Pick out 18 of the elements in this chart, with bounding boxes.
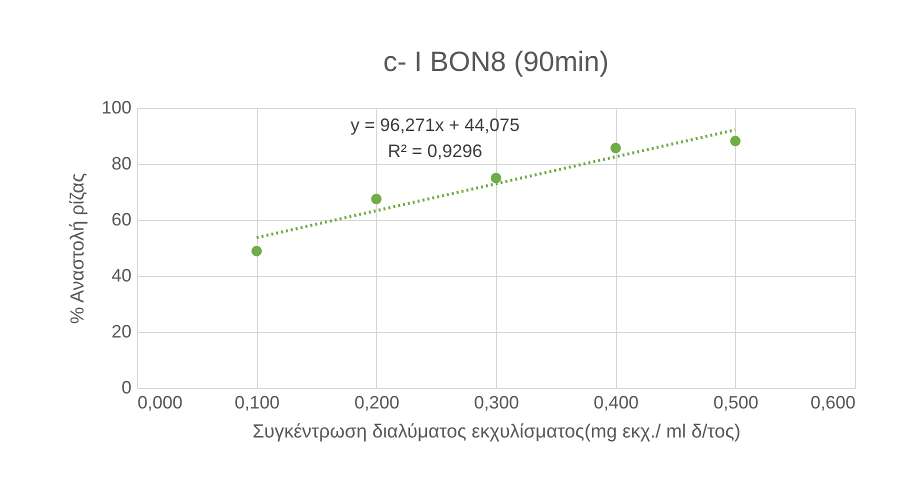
x-tick-label: 0,000 <box>138 392 183 412</box>
y-tick-label: 0 <box>121 378 132 398</box>
y-tick-label: 80 <box>111 154 132 174</box>
x-tick-label: 0,100 <box>234 392 280 412</box>
y-axis-title: % Αναστολή ρίζας <box>67 173 88 324</box>
x-tick-label: 0,300 <box>474 392 520 412</box>
x-axis-title: Συγκέντρωση διαλύματος εκχυλίσματος(mg εκχ./ ml δ/τος) <box>252 422 741 442</box>
x-tick-label: 0,200 <box>354 392 400 412</box>
annotation: y = 96,271x + 44,075 <box>350 115 520 135</box>
annotation: R² = 0,9296 <box>388 141 482 161</box>
y-tick-label: 40 <box>111 266 132 286</box>
x-tick-label: 0,600 <box>810 392 856 412</box>
x-tick-label: 0,400 <box>594 392 639 412</box>
y-tick-label: 20 <box>111 322 132 342</box>
chart-title: c- I BON8 (90min) <box>383 46 609 77</box>
y-tick-label: 100 <box>101 98 132 118</box>
y-tick-label: 60 <box>111 210 132 230</box>
x-tick-label: 0,500 <box>713 392 758 412</box>
